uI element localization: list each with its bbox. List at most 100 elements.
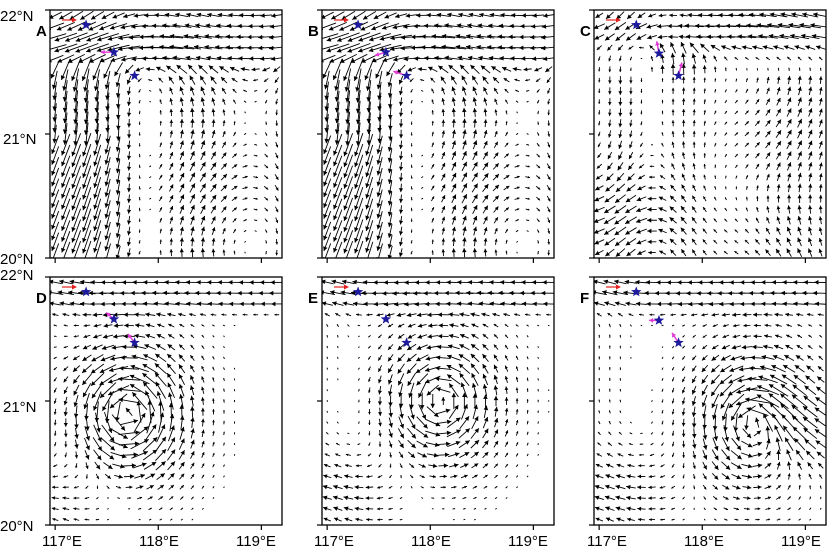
current-vector-head	[53, 411, 57, 415]
current-vector-head	[659, 250, 664, 255]
current-vector-head	[93, 183, 98, 188]
current-vector-head	[607, 154, 612, 160]
current-vector-head	[423, 23, 429, 29]
current-vector-head	[474, 486, 478, 489]
current-vector-head	[105, 138, 110, 144]
current-vector-head	[713, 218, 716, 221]
current-vector-head	[437, 333, 443, 339]
current-vector-head	[255, 197, 258, 200]
current-vector-head	[787, 140, 792, 146]
current-vector-head	[390, 46, 395, 52]
current-vector-head	[808, 129, 813, 135]
current-vector-head	[324, 453, 328, 457]
current-vector-head	[51, 246, 56, 252]
current-vector-head	[73, 324, 77, 327]
current-vector-head	[344, 474, 349, 479]
current-vector-head	[660, 43, 665, 49]
current-vector-head	[488, 55, 494, 61]
current-vector-head	[527, 442, 529, 445]
current-vector-head	[343, 495, 349, 501]
current-vector-head	[431, 142, 434, 145]
current-vector-head	[799, 22, 804, 28]
current-vector-head	[99, 368, 105, 373]
current-vector-head	[271, 301, 276, 307]
current-vector-head	[421, 90, 423, 92]
current-vector-head	[390, 35, 395, 41]
current-vector-head	[170, 461, 175, 467]
current-vector-head	[57, 58, 63, 63]
current-vector-head	[368, 443, 371, 446]
current-vector-head	[169, 173, 174, 178]
current-vector-head	[614, 230, 620, 236]
current-vector-head	[51, 496, 56, 500]
current-vector-head	[445, 441, 451, 447]
current-vector-head	[189, 395, 195, 401]
current-vector-head	[505, 441, 508, 445]
current-vector-head	[494, 184, 499, 190]
current-vector-head	[454, 404, 459, 410]
current-vector-head	[453, 508, 456, 510]
current-vector-head	[129, 374, 135, 379]
current-vector-head	[478, 301, 484, 306]
current-vector-head	[462, 183, 467, 189]
current-vector-head	[618, 91, 623, 95]
current-vector-head	[626, 474, 631, 479]
current-vector-head	[145, 312, 150, 317]
current-vector-head	[629, 133, 633, 138]
current-vector-head	[333, 193, 338, 199]
current-vector-head	[93, 237, 98, 242]
current-vector-head	[156, 66, 161, 71]
current-vector-head	[402, 291, 407, 296]
current-vector-head	[598, 58, 601, 61]
current-vector-head	[462, 248, 467, 253]
current-vector-head	[815, 45, 821, 50]
current-vector-head	[171, 518, 173, 521]
current-vector-head	[159, 196, 163, 200]
current-vector-head	[435, 301, 440, 307]
current-vector-head	[594, 24, 599, 30]
current-vector-head	[150, 198, 152, 200]
current-vector-head	[462, 392, 467, 397]
current-vector-head	[606, 453, 611, 457]
current-vector-head	[776, 76, 781, 81]
current-vector-head	[222, 152, 227, 157]
current-vector-head	[594, 495, 600, 501]
current-vector-head	[537, 176, 541, 179]
current-vector-head	[110, 356, 115, 361]
current-vector-head	[638, 165, 643, 169]
current-vector-head	[457, 55, 463, 61]
current-vector-head	[661, 153, 664, 157]
current-vector-head	[212, 345, 214, 348]
current-vector-head	[808, 140, 813, 146]
current-vector-head	[443, 474, 447, 479]
current-vector-head	[180, 426, 185, 432]
current-vector-head	[104, 149, 109, 154]
current-vector-head	[181, 518, 183, 520]
current-vector-head	[458, 354, 464, 359]
current-vector-head	[223, 475, 225, 477]
current-vector-head	[505, 153, 509, 157]
current-vector-head	[640, 58, 642, 59]
current-vector-head	[138, 144, 141, 147]
current-vector-head	[403, 24, 408, 29]
current-vector-head	[201, 324, 204, 327]
current-vector-head	[787, 173, 792, 178]
current-vector-head	[339, 26, 345, 31]
current-vector-head	[658, 228, 664, 233]
current-vector-head	[93, 150, 98, 156]
current-vector-head	[444, 290, 449, 296]
current-vector-head	[818, 119, 823, 124]
current-vector-head	[409, 404, 414, 409]
current-vector-head	[702, 239, 706, 243]
current-vector-head	[334, 140, 340, 145]
current-vector-head	[333, 226, 338, 231]
current-vector-head	[378, 454, 381, 458]
current-vector-head	[159, 99, 162, 102]
current-vector-head	[109, 403, 115, 409]
current-vector-head	[818, 76, 823, 80]
current-vector-head	[169, 195, 174, 200]
current-vector-head	[526, 90, 528, 92]
current-vector-head	[818, 238, 823, 243]
current-vector-head	[202, 485, 204, 488]
current-vector-head	[756, 196, 759, 199]
